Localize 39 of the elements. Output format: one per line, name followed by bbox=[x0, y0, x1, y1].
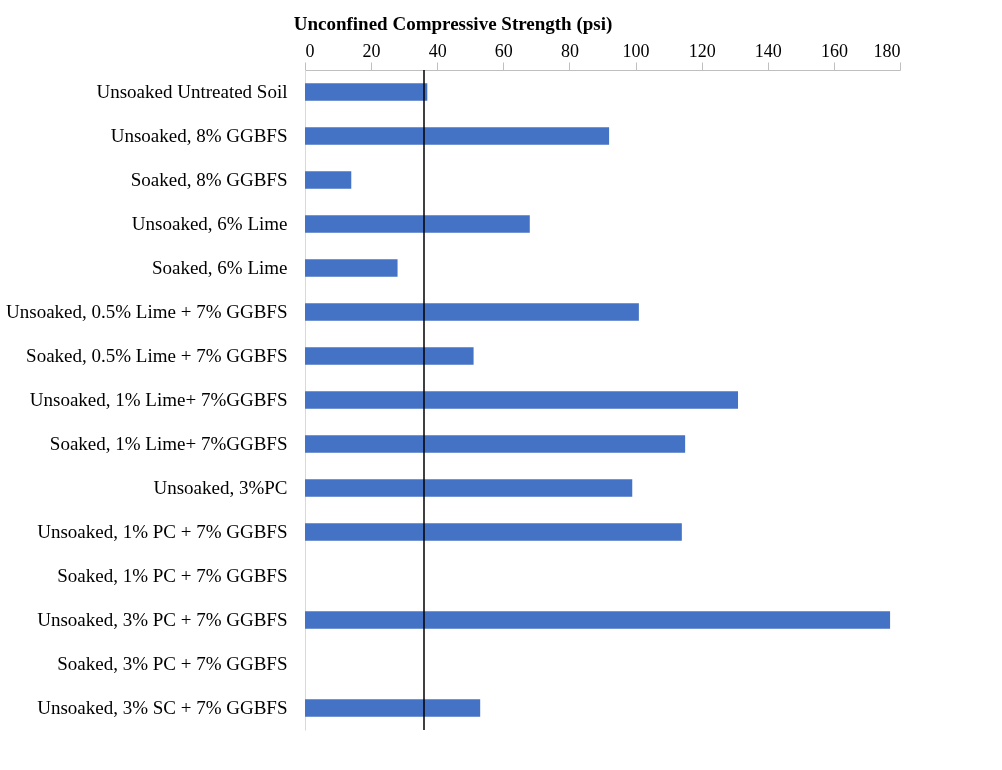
y-tick-label: Unsoaked Untreated Soil bbox=[96, 81, 288, 102]
bar bbox=[305, 215, 530, 233]
y-tick-label: Unsoaked, 0.5% Lime + 7% GGBFS bbox=[6, 301, 288, 322]
bar bbox=[305, 699, 481, 717]
bar bbox=[305, 347, 474, 365]
bar bbox=[305, 127, 610, 145]
y-tick-label: Unsoaked, 6% Lime bbox=[131, 213, 288, 234]
y-tick-label: Soaked, 6% Lime bbox=[151, 257, 288, 278]
bar bbox=[305, 259, 398, 277]
y-tick-label: Soaked, 1% Lime+ 7%GGBFS bbox=[49, 433, 288, 454]
bar bbox=[305, 479, 633, 497]
chart-title: Unconfined Compressive Strength (psi) bbox=[293, 13, 613, 35]
x-tick-label: 120 bbox=[688, 40, 716, 61]
y-tick-label: Unsoaked, 3%PC bbox=[153, 477, 288, 498]
y-tick-label: Soaked, 3% PC + 7% GGBFS bbox=[57, 653, 288, 674]
bar bbox=[305, 83, 428, 101]
x-tick-label: 40 bbox=[428, 40, 447, 61]
y-tick-label: Unsoaked, 1% Lime+ 7%GGBFS bbox=[29, 389, 288, 410]
y-tick-label: Unsoaked, 8% GGBFS bbox=[110, 125, 288, 146]
bar bbox=[305, 523, 682, 541]
y-tick-label: Unsoaked, 1% PC + 7% GGBFS bbox=[37, 521, 288, 542]
y-tick-label: Unsoaked, 3% SC + 7% GGBFS bbox=[37, 697, 288, 718]
bar bbox=[305, 611, 891, 629]
x-tick-label: 160 bbox=[820, 40, 848, 61]
x-tick-label: 100 bbox=[622, 40, 650, 61]
bar bbox=[305, 435, 686, 453]
x-tick-label: 80 bbox=[560, 40, 579, 61]
y-tick-label: Unsoaked, 3% PC + 7% GGBFS bbox=[37, 609, 288, 630]
y-tick-label: Soaked, 8% GGBFS bbox=[130, 169, 288, 190]
y-tick-label: Soaked, 0.5% Lime + 7% GGBFS bbox=[26, 345, 288, 366]
x-tick-label: 180 bbox=[873, 40, 901, 61]
x-tick-label: 20 bbox=[362, 40, 381, 61]
bar bbox=[305, 303, 639, 321]
y-tick-label: Soaked, 1% PC + 7% GGBFS bbox=[57, 565, 288, 586]
x-tick-label: 0 bbox=[305, 40, 315, 61]
bar bbox=[305, 391, 739, 409]
bar bbox=[305, 171, 352, 189]
x-tick-label: 140 bbox=[754, 40, 782, 61]
x-tick-label: 60 bbox=[494, 40, 513, 61]
